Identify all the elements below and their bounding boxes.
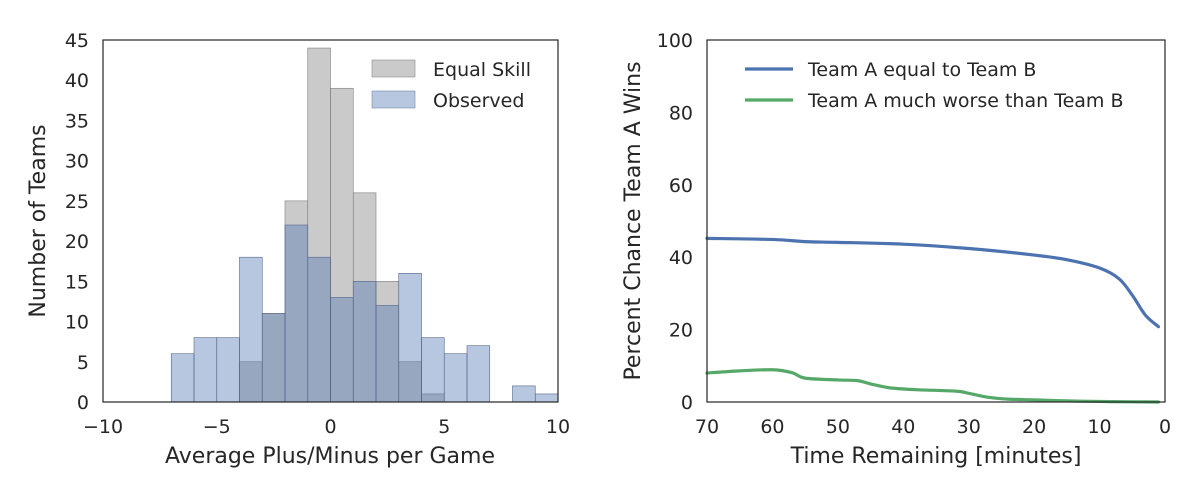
- line-axes-frame: [706, 39, 1166, 403]
- line-series-group: [705, 236, 1161, 404]
- histogram-y-tick-label: 20: [65, 231, 89, 253]
- histogram-y-tick-label: 45: [65, 30, 89, 52]
- histogram-x-ticks: −10 −5 0 5 10: [83, 416, 570, 438]
- histogram-y-axis-label: Number of Teams: [26, 124, 51, 317]
- line-team-a-equal-to-team-b: [705, 236, 1161, 329]
- bar-observed-2: [216, 337, 240, 403]
- histogram-y-tick-label: 10: [65, 312, 89, 334]
- line-y-tick-label: 100: [657, 30, 693, 52]
- bar-observed-9: [375, 305, 400, 403]
- bar-observed-12: [443, 353, 468, 403]
- histogram-y-tick-label: 35: [65, 110, 89, 132]
- histogram-legend: Equal Skill Observed: [371, 59, 531, 112]
- bar-observed-10: [398, 272, 422, 403]
- line-y-ticks: 0 20 40 60 80 100: [657, 30, 693, 414]
- bar-observed-13: [466, 345, 491, 403]
- line-x-axis-label: Time Remaining [minutes]: [790, 444, 1082, 469]
- legend-label-equal: Team A equal to Team B: [807, 59, 1036, 81]
- histogram-axes-frame: [102, 39, 559, 403]
- bar-observed-5: [284, 224, 309, 403]
- legend-label-worse: Team A much worse than Team B: [807, 90, 1124, 112]
- bar-observed-16: [534, 393, 559, 403]
- line-x-tick-label: 50: [826, 416, 850, 438]
- line-y-tick-label: 20: [669, 320, 693, 342]
- bar-observed-15: [512, 385, 536, 403]
- line-x-tick-label: 30: [957, 416, 981, 438]
- histogram-bars: [170, 47, 559, 403]
- histogram-x-tick-label: 0: [324, 416, 336, 438]
- histogram-x-tick-label: 5: [438, 416, 450, 438]
- histogram-y-ticks: 0 5 10 15 20 25 30 35 40 45: [65, 30, 89, 414]
- line-x-tick-label: 0: [1159, 416, 1171, 438]
- line-team-a-much-worse-than-team-b: [705, 368, 1161, 404]
- histogram-x-tick-label: −10: [83, 416, 123, 438]
- histogram-x-tick-label: 10: [546, 416, 570, 438]
- bar-observed-8: [352, 281, 377, 403]
- histogram-y-tick-label: 15: [65, 271, 89, 293]
- line-x-tick-label: 40: [891, 416, 915, 438]
- histogram-x-tick-label: −5: [203, 416, 231, 438]
- line-legend: Team A equal to Team B Team A much worse…: [745, 59, 1124, 112]
- bar-observed-4: [261, 313, 286, 403]
- bar-observed-11: [421, 337, 445, 403]
- bar-observed-7: [330, 297, 354, 403]
- histogram-y-tick-label: 30: [65, 151, 89, 173]
- bar-observed-1: [193, 337, 218, 403]
- line-x-tick-label: 10: [1087, 416, 1111, 438]
- histogram-y-tick-label: 25: [65, 191, 89, 213]
- histogram-chart: −10 −5 0 5 10 0 5 10 15 20 25 30 35 40 45 Average Plu…: [26, 30, 570, 469]
- line-x-ticks: 70 60 50 40 30 20 10 0: [695, 416, 1171, 438]
- line-y-tick-label: 60: [669, 175, 693, 197]
- line-y-tick-label: 40: [669, 247, 693, 269]
- histogram-y-tick-label: 40: [65, 70, 89, 92]
- histogram-y-tick-label: 0: [77, 392, 89, 414]
- line-x-tick-label: 20: [1022, 416, 1046, 438]
- line-y-tick-label: 80: [669, 102, 693, 124]
- bar-observed-3: [239, 256, 263, 403]
- histogram-x-axis-label: Average Plus/Minus per Game: [165, 444, 495, 469]
- legend-label-equal-skill: Equal Skill: [433, 59, 531, 81]
- bar-observed-6: [307, 256, 331, 403]
- line-x-tick-label: 70: [695, 416, 719, 438]
- histogram-y-tick-label: 5: [77, 352, 89, 374]
- legend-label-observed: Observed: [433, 90, 524, 112]
- legend-swatch-equal-skill: [371, 59, 416, 78]
- line-y-tick-label: 0: [681, 392, 693, 414]
- line-y-axis-label: Percent Chance Team A Wins: [621, 61, 646, 380]
- bar-observed-0: [170, 353, 195, 403]
- line-x-tick-label: 60: [760, 416, 784, 438]
- legend-swatch-observed: [371, 90, 416, 109]
